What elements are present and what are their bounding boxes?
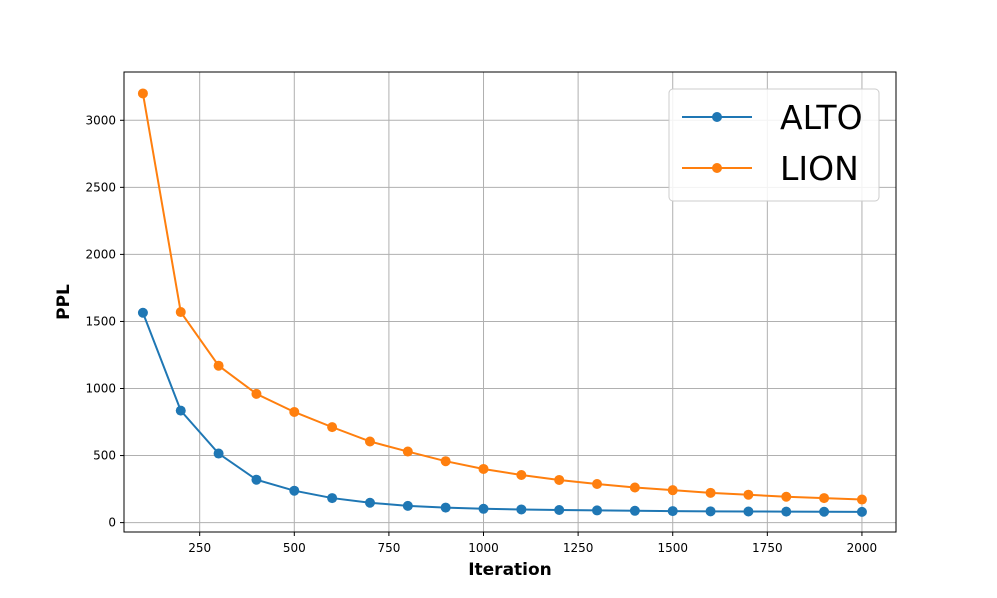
data-point-alto: [440, 502, 451, 513]
data-point-lion: [364, 436, 375, 447]
data-point-lion: [137, 88, 148, 99]
plot-frame: [123, 71, 897, 533]
x-tick-label: 1250: [563, 541, 594, 555]
data-point-lion: [819, 493, 830, 504]
data-point-lion: [705, 487, 716, 498]
legend-marker-alto: [712, 112, 722, 122]
data-point-lion: [629, 482, 640, 493]
legend-marker-lion: [712, 163, 722, 173]
y-tick-label: 3000: [85, 113, 116, 127]
data-point-lion: [592, 478, 603, 489]
data-point-alto: [402, 500, 413, 511]
data-point-alto: [137, 307, 148, 318]
data-point-lion: [781, 491, 792, 502]
data-point-alto: [327, 493, 338, 504]
data-point-alto: [175, 405, 186, 416]
data-point-lion: [440, 456, 451, 467]
data-point-lion: [402, 446, 413, 457]
data-point-alto: [705, 506, 716, 517]
data-point-alto: [629, 505, 640, 516]
data-point-lion: [289, 406, 300, 417]
data-point-alto: [819, 506, 830, 517]
x-tick-label: 500: [283, 541, 306, 555]
axis-ticks: 250 500 750 1000 1250 1500 1750 2000 0 500 1000 150…: [85, 113, 877, 555]
data-point-alto: [781, 506, 792, 517]
data-point-alto: [289, 485, 300, 496]
y-tick-label: 0: [108, 516, 116, 530]
x-tick-label: 2000: [847, 541, 878, 555]
series-line-alto: [141, 312, 862, 513]
x-tick-label: 1000: [468, 541, 499, 555]
data-point-alto: [554, 505, 565, 516]
data-point-alto: [667, 506, 678, 517]
legend: ALTO LION: [668, 88, 880, 202]
legend-label-lion: LION: [780, 149, 859, 188]
data-point-lion: [175, 307, 186, 318]
y-axis-title: PPL: [54, 284, 74, 320]
data-point-alto: [213, 448, 224, 459]
data-point-alto: [478, 503, 489, 514]
data-point-lion: [856, 494, 867, 505]
data-point-lion: [213, 360, 224, 371]
data-point-lion: [251, 388, 262, 399]
plot-series: [137, 88, 867, 517]
data-point-alto: [856, 506, 867, 517]
y-tick-label: 1000: [85, 382, 116, 396]
data-point-lion: [667, 485, 678, 496]
data-point-lion: [478, 463, 489, 474]
y-tick-label: 2000: [85, 247, 116, 261]
y-tick-label: 2500: [85, 180, 116, 194]
data-point-alto: [516, 504, 527, 515]
x-axis-title: Iteration: [468, 560, 552, 580]
y-tick-label: 1500: [85, 314, 116, 328]
data-point-lion: [743, 489, 754, 500]
x-tick-label: 1500: [657, 541, 688, 555]
x-tick-label: 250: [188, 541, 211, 555]
data-point-lion: [516, 470, 527, 481]
data-point-alto: [364, 497, 375, 508]
data-point-lion: [327, 422, 338, 433]
data-point-alto: [592, 505, 603, 516]
data-point-alto: [743, 506, 754, 517]
data-point-alto: [251, 474, 262, 485]
data-point-lion: [554, 474, 565, 485]
series-line-lion: [141, 93, 862, 501]
legend-label-alto: ALTO: [780, 98, 863, 137]
x-tick-label: 1750: [752, 541, 783, 555]
x-tick-label: 750: [377, 541, 400, 555]
y-tick-label: 500: [93, 449, 116, 463]
